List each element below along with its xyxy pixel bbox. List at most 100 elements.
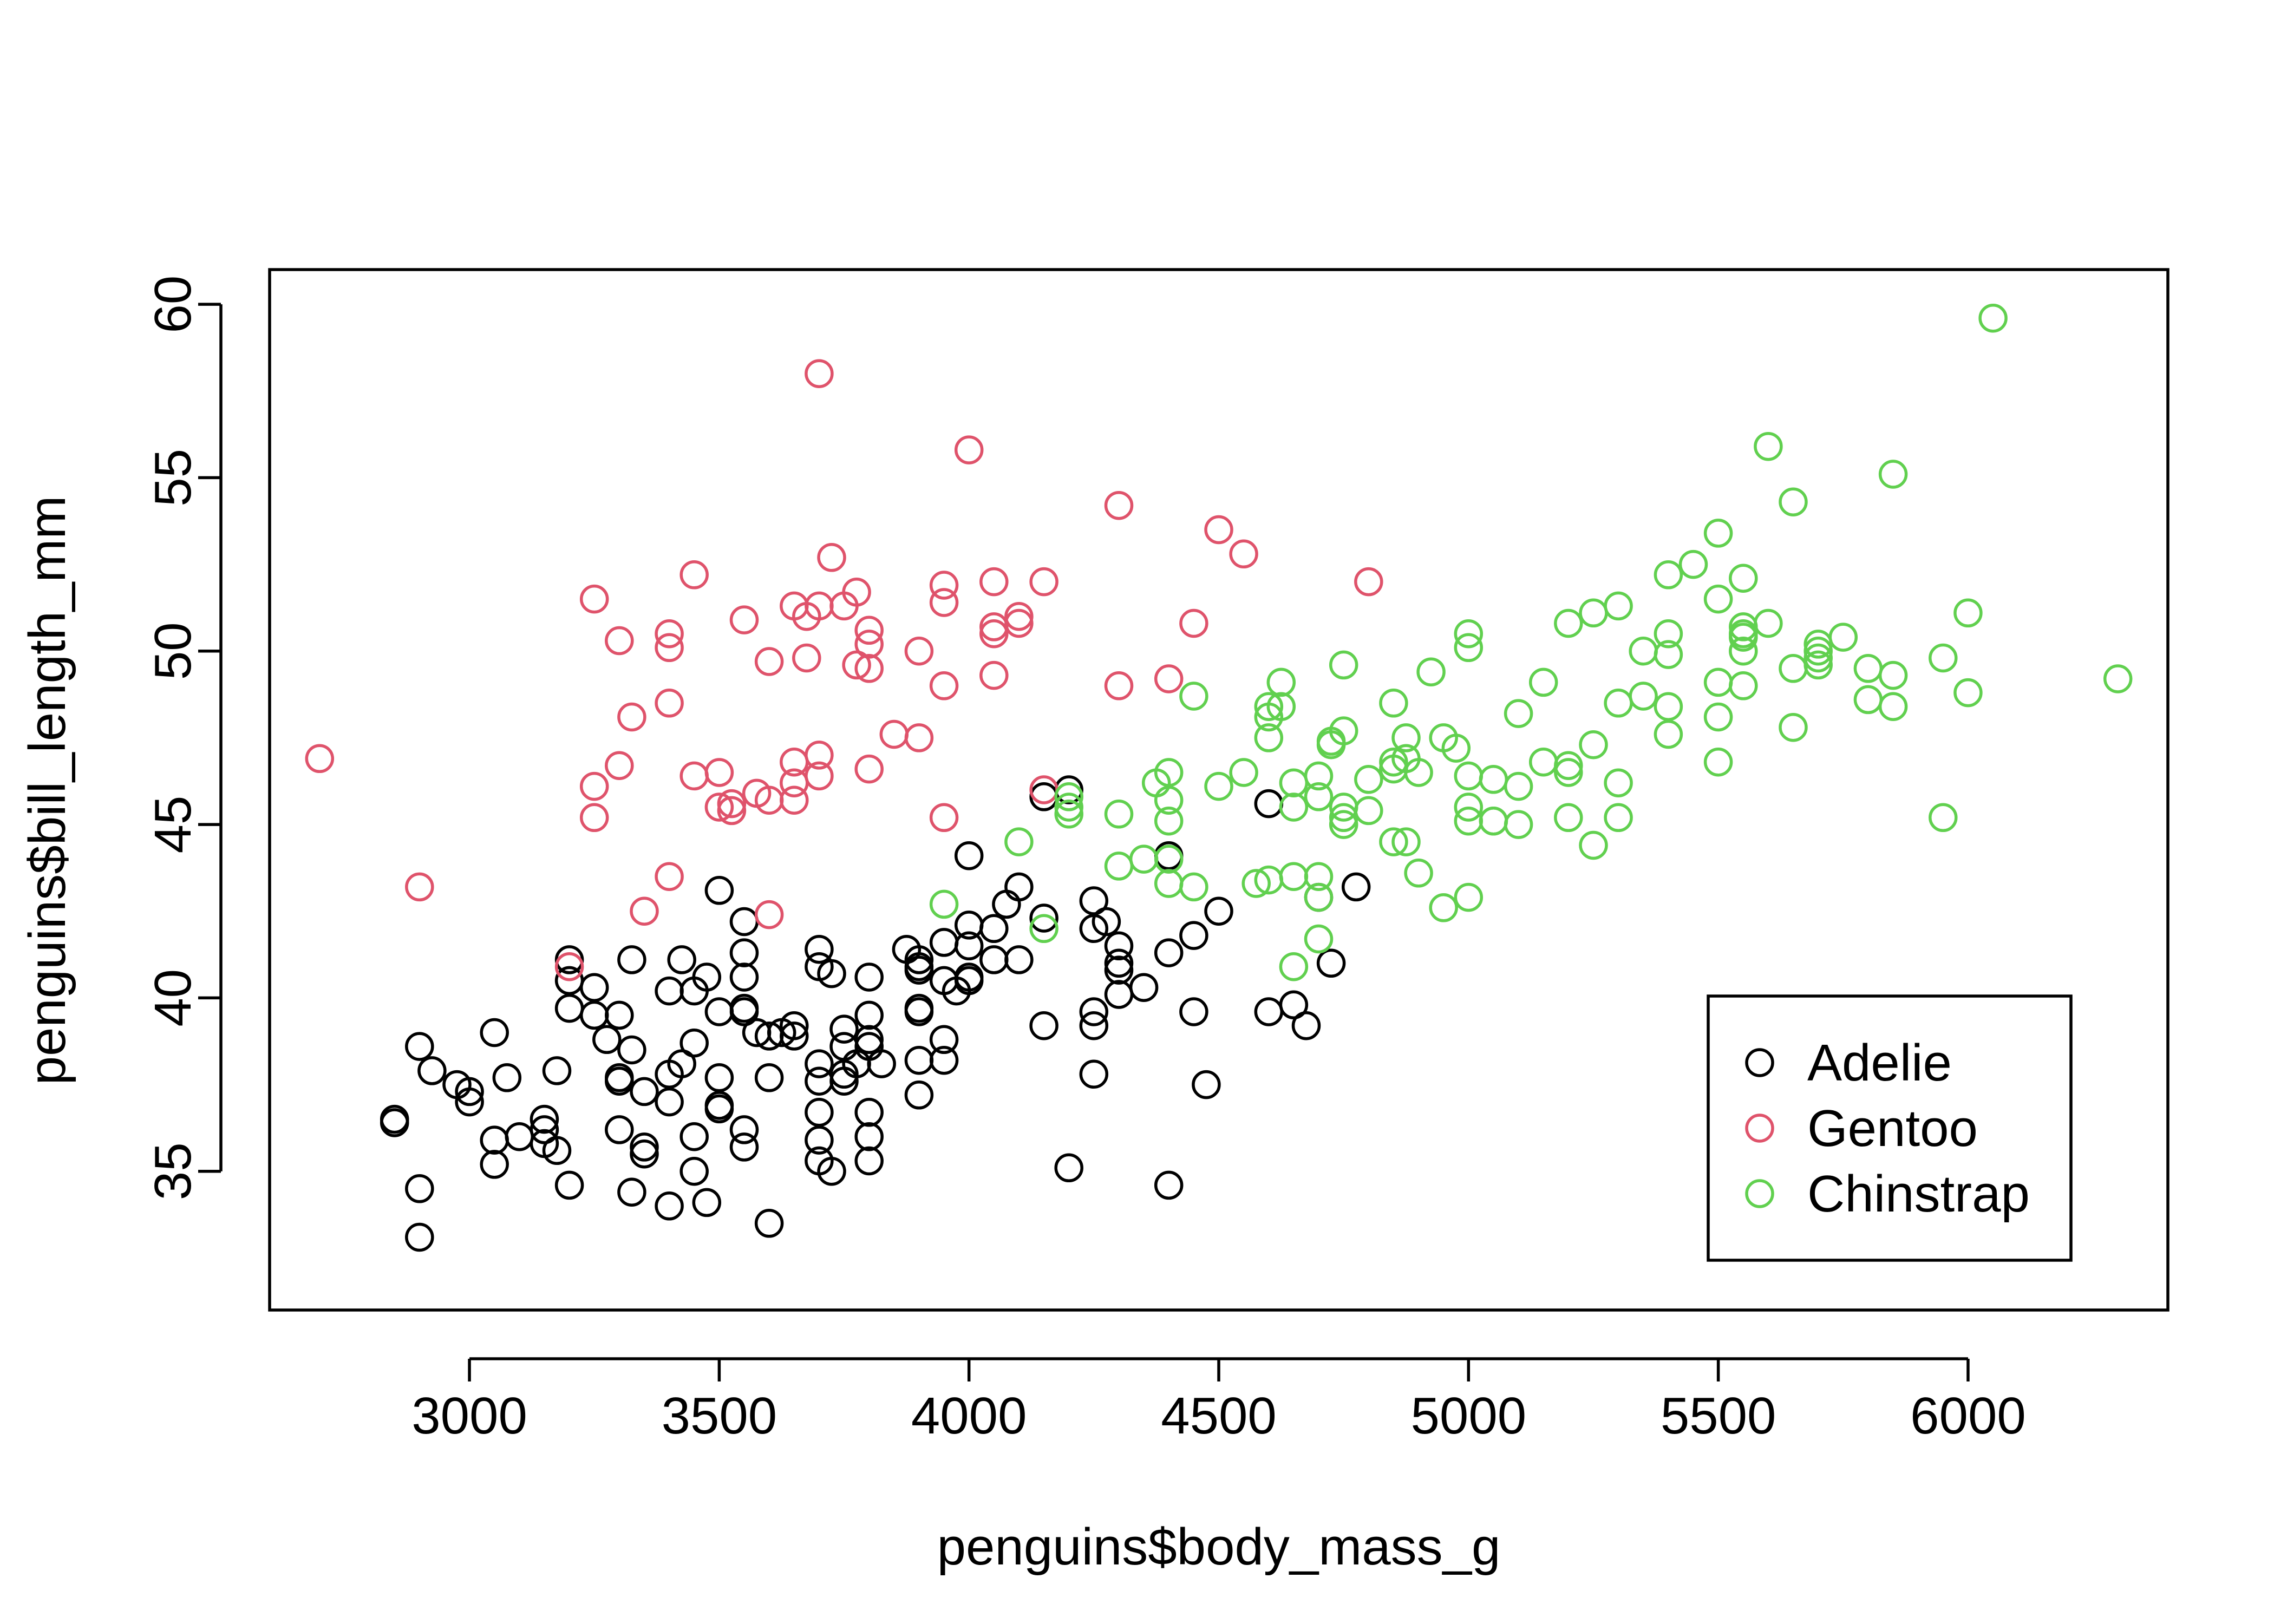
point-chinstrap: [1154, 785, 1184, 815]
point-chinstrap: [1629, 682, 1658, 711]
point-adelie: [1279, 990, 1309, 1019]
point-chinstrap: [1454, 793, 1484, 822]
point-gentoo: [579, 803, 609, 833]
point-chinstrap: [1803, 636, 1833, 666]
point-chinstrap: [1329, 716, 1358, 745]
point-chinstrap: [1391, 827, 1421, 856]
point-chinstrap: [1404, 758, 1433, 787]
x-tick-label: 4000: [911, 1387, 1027, 1445]
point-chinstrap: [1703, 584, 1733, 614]
point-adelie: [929, 1025, 959, 1055]
point-chinstrap: [1416, 657, 1446, 686]
point-chinstrap: [1579, 730, 1608, 759]
point-gentoo: [1179, 608, 1208, 638]
point-adelie: [1029, 1011, 1058, 1040]
legend-marker-adelie: [1745, 1048, 1774, 1077]
point-adelie: [1004, 872, 1034, 902]
point-gentoo: [979, 619, 1009, 649]
point-chinstrap: [1204, 771, 1233, 801]
point-gentoo: [579, 584, 609, 614]
point-gentoo: [655, 633, 684, 663]
point-chinstrap: [1279, 952, 1309, 981]
point-adelie: [780, 1011, 809, 1040]
point-gentoo: [979, 660, 1009, 690]
y-tick-label: 60: [144, 276, 202, 333]
point-chinstrap: [1703, 747, 1733, 777]
point-chinstrap: [1803, 643, 1833, 673]
y-tick-label: 50: [144, 622, 202, 680]
x-axis: 3000 3500 4000 4500 5000 5500 6000: [411, 1357, 2026, 1445]
point-adelie: [592, 1025, 622, 1055]
x-tick-label: 4500: [1161, 1387, 1277, 1445]
point-adelie: [1179, 997, 1208, 1026]
x-tick-label: 5500: [1661, 1387, 1776, 1445]
point-adelie: [979, 914, 1009, 944]
point-chinstrap: [1953, 678, 1983, 708]
point-adelie: [854, 1000, 884, 1030]
point-chinstrap: [1828, 623, 1858, 652]
point-chinstrap: [1104, 800, 1134, 829]
point-adelie: [805, 1125, 834, 1155]
point-chinstrap: [1878, 692, 1908, 721]
point-chinstrap: [1703, 519, 1733, 548]
point-adelie: [1154, 938, 1184, 967]
point-adelie: [704, 876, 734, 905]
legend-label-chinstrap: Chinstrap: [1807, 1165, 2030, 1223]
point-adelie: [617, 1177, 646, 1207]
point-gentoo: [704, 758, 734, 787]
point-adelie: [729, 938, 759, 967]
point-gentoo: [979, 567, 1009, 597]
point-adelie: [1104, 931, 1134, 961]
point-chinstrap: [1179, 682, 1208, 711]
point-adelie: [805, 1098, 834, 1127]
point-chinstrap: [1454, 619, 1484, 649]
point-chinstrap: [1754, 431, 1783, 461]
point-chinstrap: [1404, 859, 1433, 888]
point-gentoo: [805, 359, 834, 388]
point-adelie: [854, 1098, 884, 1127]
point-adelie: [554, 945, 584, 974]
point-adelie: [904, 1081, 934, 1110]
point-chinstrap: [1554, 758, 1583, 787]
point-gentoo: [817, 543, 846, 572]
point-gentoo: [904, 723, 934, 752]
point-chinstrap: [1391, 723, 1421, 752]
point-adelie: [405, 1222, 434, 1252]
point-adelie: [667, 945, 696, 974]
point-adelie: [954, 931, 984, 961]
point-adelie: [554, 1170, 584, 1200]
point-chinstrap: [1154, 844, 1184, 874]
point-gentoo: [617, 702, 646, 732]
point-gentoo: [929, 803, 959, 833]
point-gentoo: [704, 793, 734, 822]
point-adelie: [692, 962, 722, 992]
point-gentoo: [792, 643, 821, 673]
legend-label-gentoo: Gentoo: [1807, 1099, 1978, 1157]
point-chinstrap: [1304, 924, 1334, 954]
point-adelie: [704, 1063, 734, 1092]
point-gentoo: [754, 900, 784, 929]
point-gentoo: [929, 571, 959, 600]
point-chinstrap: [1154, 758, 1184, 787]
point-chinstrap: [1929, 643, 1958, 673]
point-chinstrap: [1354, 796, 1383, 826]
point-adelie: [854, 1146, 884, 1176]
point-adelie: [867, 1049, 896, 1078]
point-chinstrap: [1179, 872, 1208, 902]
point-chinstrap: [1266, 692, 1296, 721]
point-gentoo: [605, 751, 634, 780]
point-chinstrap: [1779, 712, 1808, 742]
plot-frame: [268, 268, 2170, 1312]
point-adelie: [455, 1087, 484, 1117]
point-chinstrap: [1441, 734, 1471, 763]
point-chinstrap: [2103, 664, 2133, 693]
point-gentoo: [954, 435, 984, 464]
point-chinstrap: [1354, 765, 1383, 794]
legend: Adelie Gentoo Chinstrap: [1707, 994, 2073, 1262]
point-chinstrap: [1554, 751, 1583, 780]
point-adelie: [530, 1115, 559, 1144]
point-gentoo: [729, 605, 759, 634]
point-gentoo: [655, 619, 684, 649]
point-adelie: [579, 973, 609, 1002]
point-chinstrap: [1604, 803, 1633, 833]
